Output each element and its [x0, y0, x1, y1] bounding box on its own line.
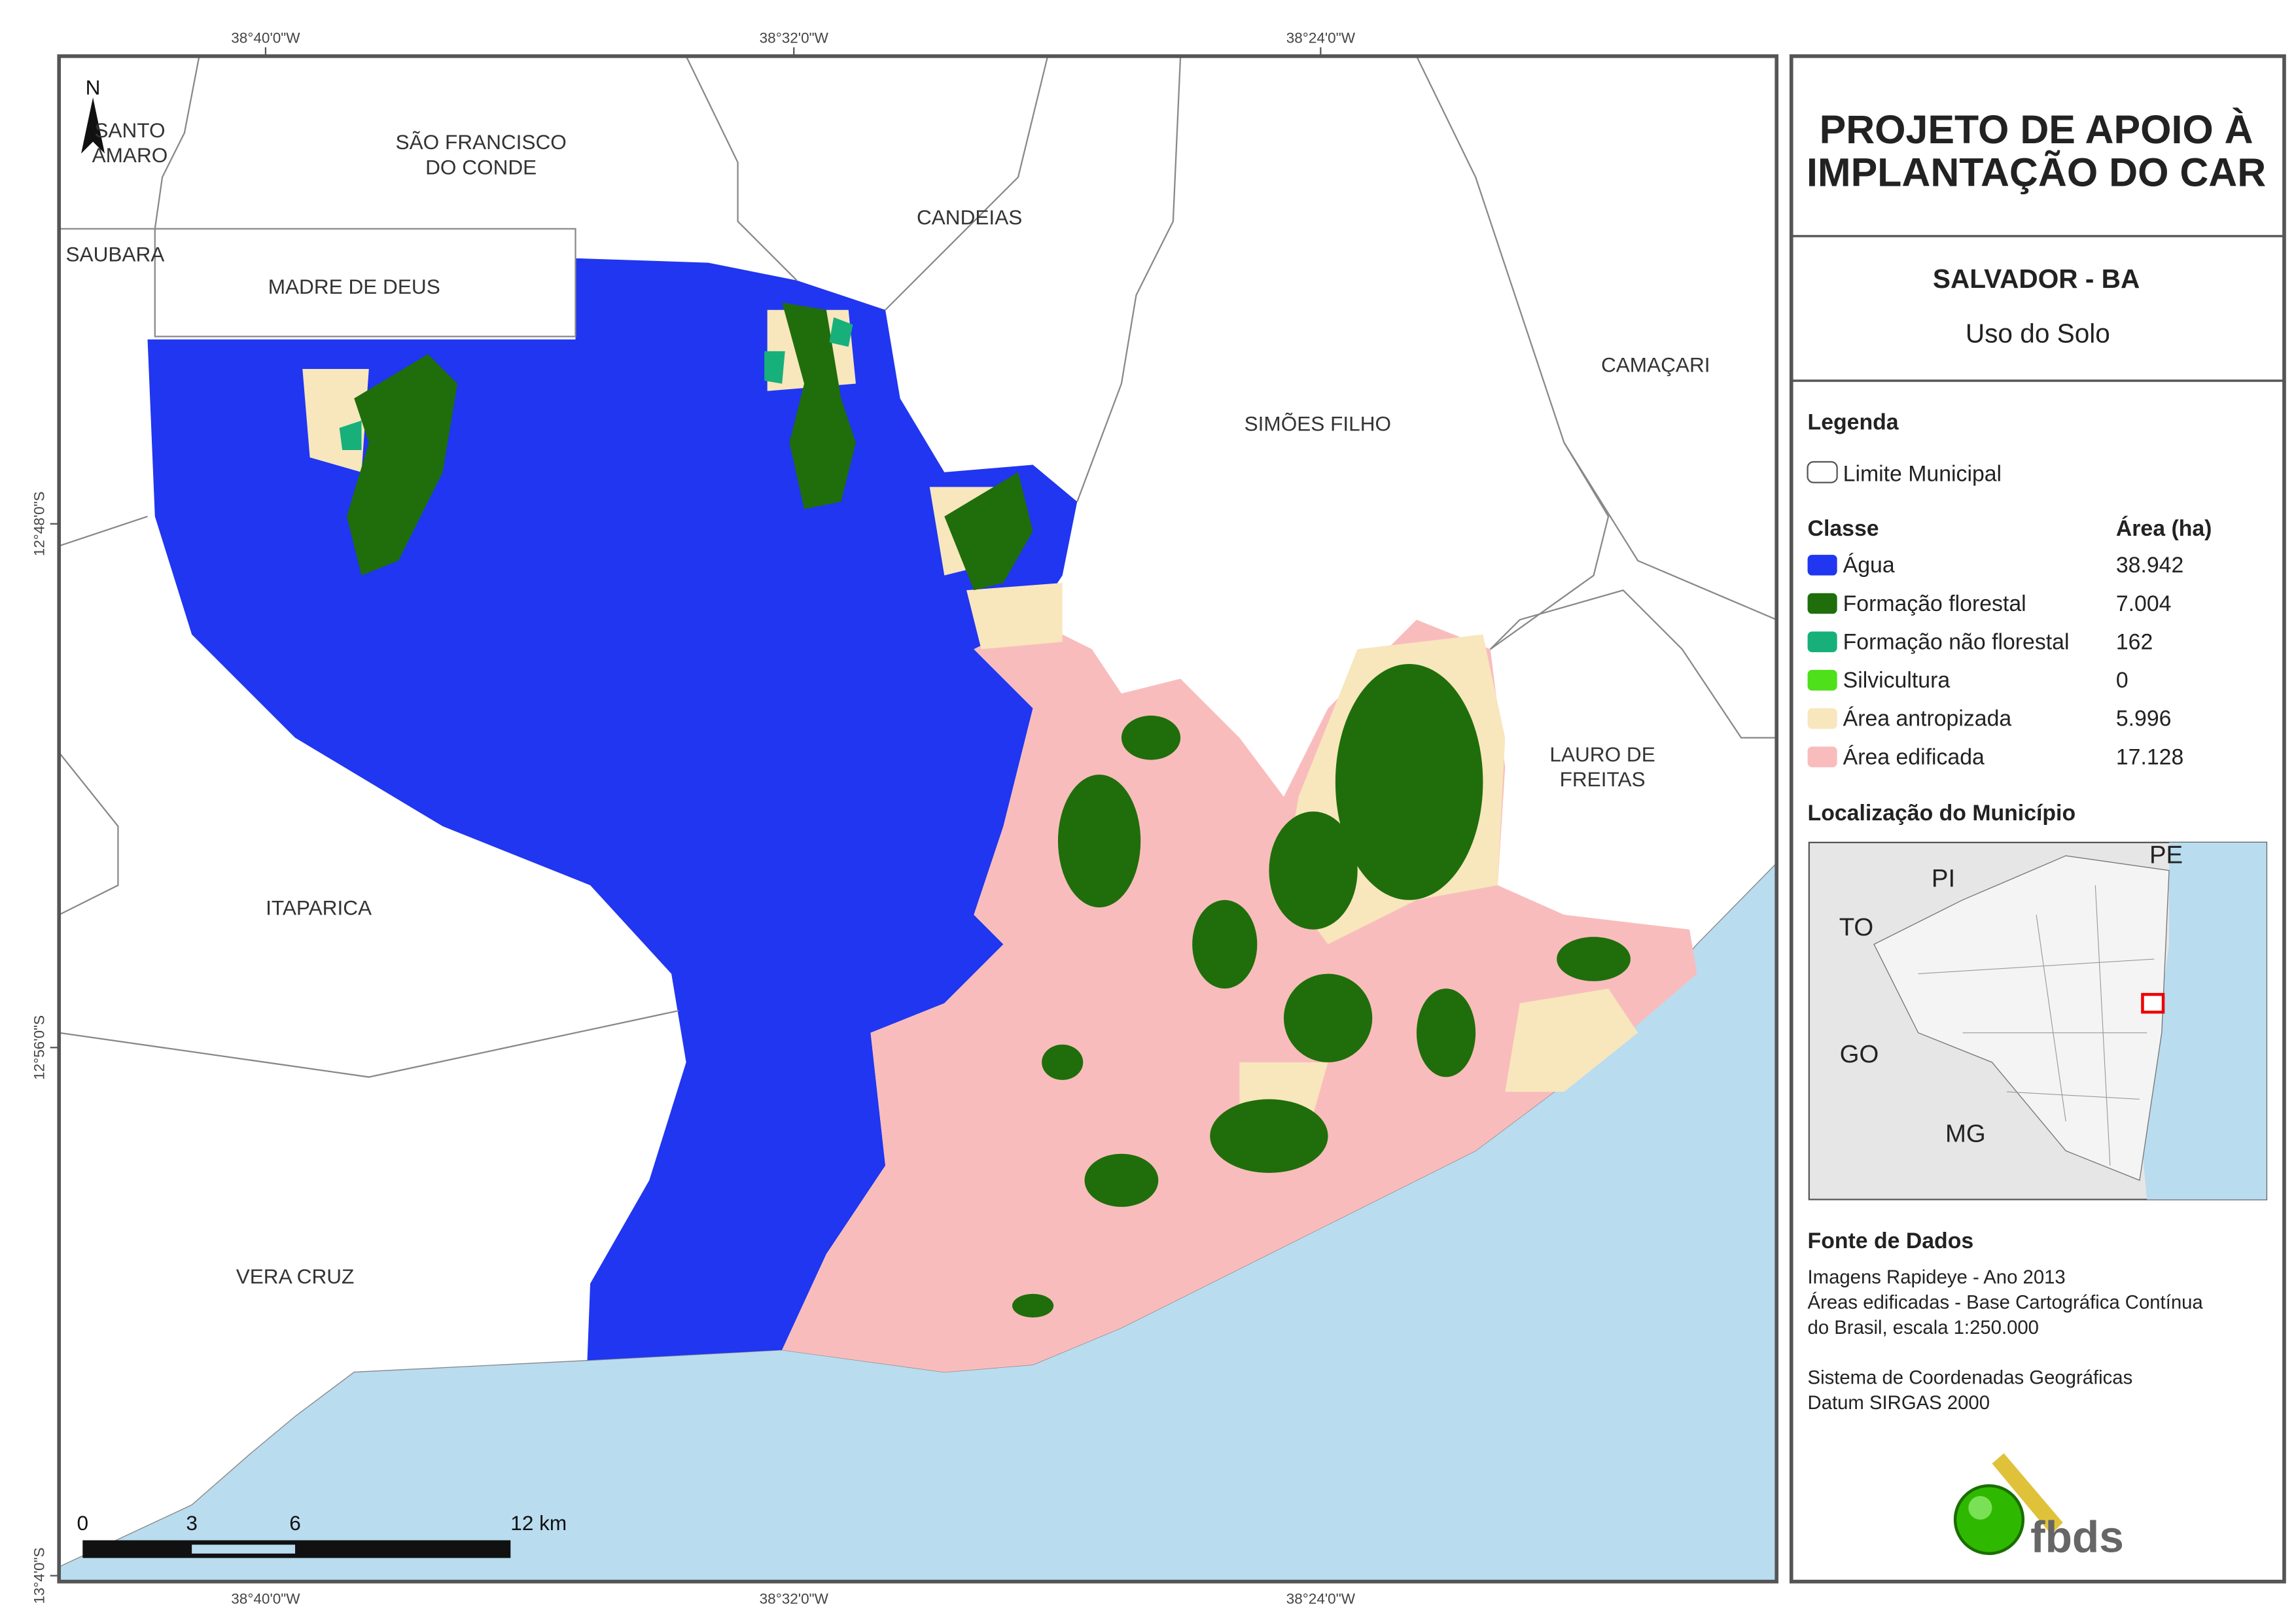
locator-label: MG	[1945, 1120, 1986, 1148]
legend-classes: Água 38.942 Formação florestal 7.004 Formaçã…	[1807, 553, 2183, 769]
scale-label: 3	[186, 1511, 198, 1535]
class-swatch	[1807, 746, 1837, 767]
place-label: SAUBARA	[65, 242, 164, 266]
class-name: Área antropizada	[1843, 707, 2012, 731]
locator-label: PE	[2149, 841, 2183, 869]
locator-map: PI PE TO GO MG	[1808, 841, 2268, 1200]
locator-label: PI	[1932, 865, 1955, 893]
theme: Uso do Solo	[1966, 318, 2110, 348]
source-line: Imagens Rapideye - Ano 2013	[1808, 1266, 2066, 1288]
map-frame	[57, 54, 1779, 1584]
place-label: DO CONDE	[425, 155, 537, 179]
class-area: 7.004	[2116, 591, 2172, 616]
logo-bar	[1992, 1453, 2063, 1535]
class-name: Formação florestal	[1843, 591, 2026, 616]
coordinate-label: 38°40'0"W	[231, 1591, 300, 1607]
place-label: FREITAS	[1560, 767, 1646, 791]
coordinate-label: 38°32'0"W	[760, 30, 829, 46]
class-name: Silvicultura	[1843, 668, 1951, 693]
locator-boundaries	[1918, 885, 2155, 1166]
scale-label: 6	[289, 1511, 301, 1535]
place-label: SIMÕES FILHO	[1245, 412, 1391, 436]
coordinate-label: 38°24'0"W	[1286, 1591, 1356, 1607]
coordinate-label: 12°56'0"S	[31, 1015, 48, 1080]
panel-frame	[1789, 54, 2286, 1584]
class-name: Formação não florestal	[1843, 629, 2070, 654]
logo-text: fbds	[2030, 1513, 2124, 1562]
class-area: 0	[2116, 668, 2128, 693]
source-line: Áreas edificadas - Base Cartográfica Con…	[1808, 1291, 2204, 1313]
boundary-label: Limite Municipal	[1843, 461, 2002, 486]
class-area: 17.128	[2116, 744, 2183, 769]
locator-ocean	[2139, 842, 2267, 1200]
coordinate-label: 38°24'0"W	[1286, 30, 1356, 46]
area-header: Área (ha)	[2116, 516, 2212, 541]
sources-title: Fonte de Dados	[1808, 1229, 1974, 1253]
logo-highlight	[1968, 1495, 1992, 1520]
municipality: SALVADOR - BA	[1933, 264, 2140, 294]
boundary-swatch	[1807, 461, 1838, 483]
title-line: IMPLANTAÇÃO DO CAR	[1807, 150, 2266, 194]
scale-label: 12 km	[510, 1511, 567, 1535]
class-swatch	[1807, 631, 1837, 652]
coordinate-label: 13°4'0"S	[31, 1547, 48, 1604]
nonforest-areas	[339, 317, 853, 450]
locator-label: TO	[1839, 913, 1874, 941]
logo-circle	[1953, 1484, 2025, 1556]
coordinate-label: 38°40'0"W	[231, 30, 300, 46]
place-label: ITAPARICA	[266, 896, 372, 919]
logo: fbds	[1953, 1453, 2124, 1562]
title-line: PROJETO DE APOIO À	[1820, 107, 2253, 152]
municipal-boundaries	[59, 56, 1777, 1078]
place-label: LAURO DE	[1549, 742, 1655, 766]
map: 38°40'0"W 38°32'0"W 38°24'0"W 38°40'0"W 38°3…	[31, 30, 1779, 1607]
coordinate-label: 38°32'0"W	[760, 1591, 829, 1607]
class-area: 162	[2116, 629, 2153, 654]
location-title: Localização do Município	[1808, 801, 2076, 826]
scale-bar-segment	[192, 1544, 296, 1554]
class-swatch	[1807, 555, 1837, 576]
source-line: Sistema de Coordenadas Geográficas	[1808, 1367, 2133, 1388]
info-panel: PROJETO DE APOIO À IMPLANTAÇÃO DO CAR SA…	[1789, 54, 2286, 1584]
source-line: do Brasil, escala 1:250.000	[1808, 1317, 2039, 1338]
coordinate-label: 12°48'0"S	[31, 491, 48, 556]
scale-label: 0	[77, 1511, 89, 1535]
place-label: SANTO	[94, 118, 165, 142]
place-label: VERA CRUZ	[236, 1265, 355, 1288]
class-area: 5.996	[2116, 707, 2172, 731]
class-header: Classe	[1808, 516, 1879, 541]
class-name: Área edificada	[1843, 744, 1985, 769]
place-label: MADRE DE DEUS	[268, 275, 440, 298]
legend-title: Legenda	[1808, 410, 1899, 434]
place-label: SÃO FRANCISCO	[396, 130, 567, 154]
source-line: Datum SIRGAS 2000	[1808, 1392, 1990, 1414]
locator-label: GO	[1840, 1040, 1879, 1068]
north-label: N	[86, 76, 101, 99]
locator-state	[1873, 855, 2170, 1181]
place-label: CANDEIAS	[917, 205, 1022, 229]
class-name: Água	[1843, 553, 1895, 578]
forest-areas	[346, 302, 1631, 1318]
north-arrow	[81, 97, 105, 154]
class-swatch	[1807, 708, 1837, 729]
class-area: 38.942	[2116, 553, 2183, 578]
class-swatch	[1807, 593, 1837, 614]
place-label: CAMAÇARI	[1601, 353, 1710, 376]
class-swatch	[1807, 670, 1837, 691]
place-label: AMARO	[92, 143, 168, 167]
scale-bar	[82, 1540, 511, 1558]
locator-marker	[2141, 992, 2165, 1014]
